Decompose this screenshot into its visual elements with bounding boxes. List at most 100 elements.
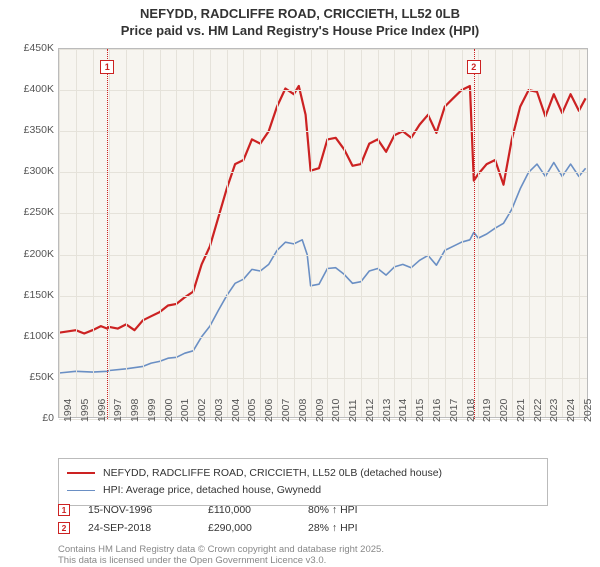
gridline-v	[210, 49, 211, 417]
sale-marker-line	[107, 49, 108, 419]
x-tick-label: 2004	[230, 399, 242, 422]
x-tick-label: 2000	[163, 399, 175, 422]
gridline-v	[462, 49, 463, 417]
sale-delta-1: 80% ↑ HPI	[308, 504, 358, 516]
y-tick-label: £150K	[4, 289, 54, 301]
chart-title: NEFYDD, RADCLIFFE ROAD, CRICCIETH, LL52 …	[0, 0, 600, 40]
gridline-v	[76, 49, 77, 417]
x-tick-label: 2025	[582, 399, 594, 422]
x-tick-label: 2001	[179, 399, 191, 422]
x-tick-label: 2018	[465, 399, 477, 422]
x-tick-label: 1997	[112, 399, 124, 422]
gridline-v	[394, 49, 395, 417]
gridline-v	[411, 49, 412, 417]
x-tick-label: 2002	[196, 399, 208, 422]
gridline-h	[59, 172, 587, 173]
gridline-v	[176, 49, 177, 417]
gridline-h	[59, 378, 587, 379]
series-line	[59, 163, 586, 374]
sale-row-1: 1 15-NOV-1996 £110,000 80% ↑ HPI	[58, 504, 358, 516]
legend-item-property: NEFYDD, RADCLIFFE ROAD, CRICCIETH, LL52 …	[67, 465, 539, 482]
sale-date-1: 15-NOV-1996	[88, 504, 208, 516]
sale-marker-1: 1	[58, 504, 70, 516]
x-tick-label: 2015	[414, 399, 426, 422]
legend-item-hpi: HPI: Average price, detached house, Gwyn…	[67, 482, 539, 499]
gridline-v	[579, 49, 580, 417]
x-tick-label: 2017	[448, 399, 460, 422]
y-tick-label: £200K	[4, 248, 54, 260]
gridline-v	[378, 49, 379, 417]
gridline-v	[277, 49, 278, 417]
legend-swatch-hpi	[67, 490, 95, 491]
chart-container: NEFYDD, RADCLIFFE ROAD, CRICCIETH, LL52 …	[0, 0, 600, 560]
sale-marker-line	[474, 49, 475, 419]
attribution-line-1: Contains HM Land Registry data © Crown c…	[58, 544, 578, 555]
sale-row-2: 2 24-SEP-2018 £290,000 28% ↑ HPI	[58, 522, 358, 534]
sale-price-2: £290,000	[208, 522, 308, 534]
gridline-v	[445, 49, 446, 417]
gridline-h	[59, 337, 587, 338]
gridline-v	[260, 49, 261, 417]
gridline-v	[193, 49, 194, 417]
legend-swatch-property	[67, 472, 95, 474]
x-tick-label: 2014	[397, 399, 409, 422]
gridline-v	[109, 49, 110, 417]
x-tick-label: 2007	[280, 399, 292, 422]
gridline-v	[143, 49, 144, 417]
x-tick-label: 2010	[330, 399, 342, 422]
gridline-v	[311, 49, 312, 417]
gridline-h	[59, 296, 587, 297]
attribution: Contains HM Land Registry data © Crown c…	[58, 544, 578, 567]
x-tick-label: 1994	[62, 399, 74, 422]
x-tick-label: 2013	[381, 399, 393, 422]
x-tick-label: 2003	[213, 399, 225, 422]
x-tick-label: 2022	[532, 399, 544, 422]
gridline-v	[495, 49, 496, 417]
gridline-v	[361, 49, 362, 417]
gridline-h	[59, 131, 587, 132]
gridline-v	[160, 49, 161, 417]
gridline-h	[59, 90, 587, 91]
sale-delta-2: 28% ↑ HPI	[308, 522, 358, 534]
gridline-v	[512, 49, 513, 417]
gridline-v	[344, 49, 345, 417]
gridline-v	[545, 49, 546, 417]
plot-svg	[59, 49, 589, 419]
y-tick-label: £450K	[4, 42, 54, 54]
gridline-v	[327, 49, 328, 417]
y-tick-label: £300K	[4, 165, 54, 177]
x-tick-label: 2006	[263, 399, 275, 422]
x-tick-label: 1998	[129, 399, 141, 422]
sale-marker-2: 2	[58, 522, 70, 534]
attribution-line-2: This data is licensed under the Open Gov…	[58, 555, 578, 566]
title-line-2: Price paid vs. HM Land Registry's House …	[0, 23, 600, 40]
title-line-1: NEFYDD, RADCLIFFE ROAD, CRICCIETH, LL52 …	[0, 6, 600, 23]
x-tick-label: 2009	[314, 399, 326, 422]
sale-marker-box: 2	[467, 60, 481, 74]
x-tick-label: 2023	[548, 399, 560, 422]
y-tick-label: £400K	[4, 83, 54, 95]
gridline-v	[529, 49, 530, 417]
sale-price-1: £110,000	[208, 504, 308, 516]
gridline-v	[478, 49, 479, 417]
legend-label-hpi: HPI: Average price, detached house, Gwyn…	[103, 482, 321, 499]
gridline-v	[93, 49, 94, 417]
x-tick-label: 1999	[146, 399, 158, 422]
y-tick-label: £50K	[4, 371, 54, 383]
y-tick-label: £0	[4, 412, 54, 424]
gridline-h	[59, 255, 587, 256]
x-tick-label: 2011	[347, 399, 359, 422]
gridline-v	[428, 49, 429, 417]
legend: NEFYDD, RADCLIFFE ROAD, CRICCIETH, LL52 …	[58, 458, 548, 506]
gridline-v	[227, 49, 228, 417]
x-tick-label: 2024	[565, 399, 577, 422]
x-tick-label: 2008	[297, 399, 309, 422]
y-tick-label: £350K	[4, 124, 54, 136]
x-tick-label: 2020	[498, 399, 510, 422]
x-tick-label: 2012	[364, 399, 376, 422]
x-tick-label: 2019	[481, 399, 493, 422]
x-tick-label: 1995	[79, 399, 91, 422]
plot-area: 12	[58, 48, 588, 418]
sale-date-2: 24-SEP-2018	[88, 522, 208, 534]
sale-marker-box: 1	[100, 60, 114, 74]
